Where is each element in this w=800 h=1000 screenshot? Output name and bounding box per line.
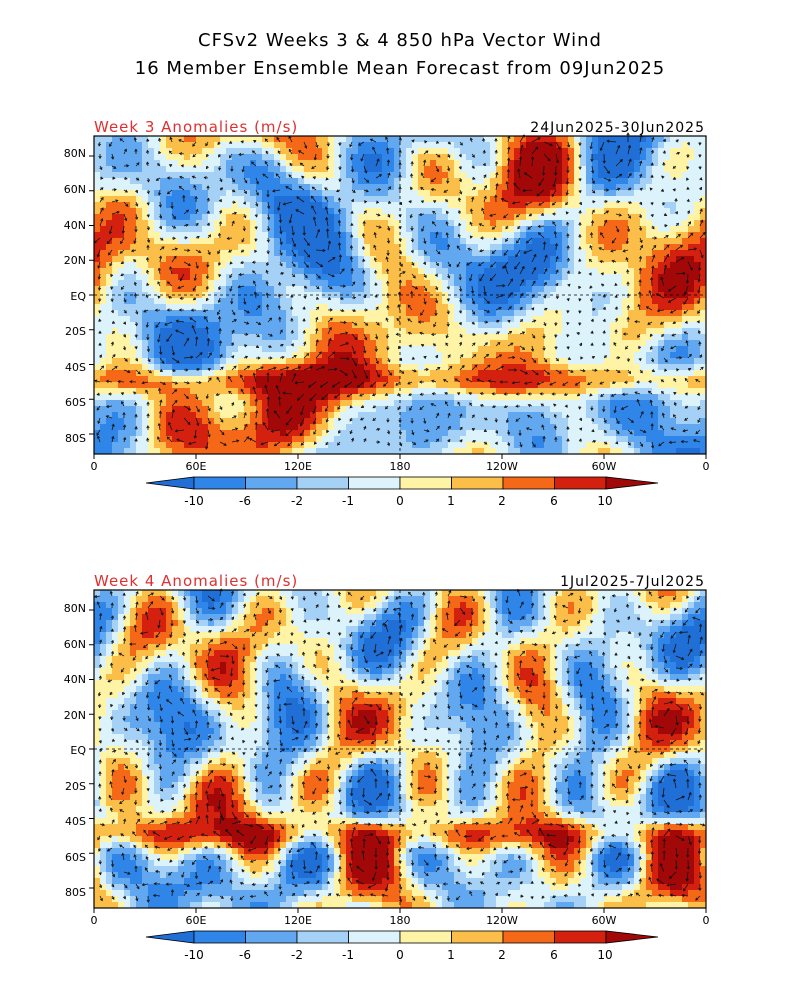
colorbar-1-swatch: [193, 476, 246, 490]
cb2-label-6: 6: [550, 948, 558, 962]
colorbar-2: [145, 930, 659, 944]
colorbar-2-swatch: [554, 930, 607, 944]
cb1-label-n2: -2: [291, 494, 303, 508]
panel-2-wind-vectors: [93, 588, 706, 903]
cb2-label-2: 2: [498, 948, 506, 962]
p1-lon-60w: 60W: [591, 460, 617, 473]
colorbar-1: [145, 476, 659, 490]
colorbar-1-max-arrow: [605, 476, 659, 490]
cb1-label-n1: -1: [342, 494, 354, 508]
colorbar-2-swatch: [245, 930, 298, 944]
colorbar-1-swatch: [245, 476, 298, 490]
cb2-label-10: 10: [597, 948, 613, 962]
p1-lat-eq: EQ: [70, 290, 86, 303]
colorbar-1-min-arrow: [145, 476, 195, 490]
panel-2-map: [89, 588, 707, 913]
p1-lon-0-end: 0: [702, 460, 710, 473]
p1-lat-40n: 40N: [63, 219, 86, 232]
colorbar-2-swatch: [502, 930, 555, 944]
colorbar-2-swatch: [348, 930, 401, 944]
panel-1-map: [89, 132, 707, 459]
p1-lat-20s: 20S: [65, 325, 86, 338]
p1-lat-80n: 80N: [63, 147, 86, 160]
cb1-label-n10: -10: [184, 494, 204, 508]
cb2-label-n1: -1: [342, 948, 354, 962]
cb1-label-n6: -6: [239, 494, 251, 508]
p2-lat-60s: 60S: [65, 851, 86, 864]
p2-lat-eq: EQ: [70, 744, 86, 757]
p2-lon-0-end: 0: [702, 914, 710, 927]
p1-lat-40s: 40S: [65, 361, 86, 374]
colorbar-2-swatch: [193, 930, 246, 944]
colorbar-2-swatch: [399, 930, 452, 944]
figure-subtitle: 16 Member Ensemble Mean Forecast from 09…: [134, 58, 666, 79]
cb1-label-2: 2: [498, 494, 506, 508]
p2-lon-120e: 120E: [284, 914, 312, 927]
p1-lon-120w: 120W: [486, 460, 518, 473]
cb2-label-0: 0: [396, 948, 404, 962]
p1-lon-120e: 120E: [284, 460, 312, 473]
colorbar-1-swatch: [348, 476, 401, 490]
p2-lat-80n: 80N: [63, 602, 86, 615]
colorbar-1-swatch: [451, 476, 504, 490]
p1-lon-60e: 60E: [185, 460, 207, 473]
week3-dates: 24Jun2025-30Jun2025: [530, 120, 705, 136]
p1-lat-20n: 20N: [63, 254, 86, 267]
cb2-label-n6: -6: [239, 948, 251, 962]
cb2-label-n10: -10: [184, 948, 204, 962]
p1-lat-60s: 60S: [65, 396, 86, 409]
colorbar-1-swatch: [502, 476, 555, 490]
cb2-label-1: 1: [447, 948, 455, 962]
cb1-label-0: 0: [396, 494, 404, 508]
p1-lon-180: 180: [389, 460, 411, 473]
cb1-label-1: 1: [447, 494, 455, 508]
colorbar-1-swatch: [399, 476, 452, 490]
p2-lat-40s: 40S: [65, 815, 86, 828]
p2-lon-0: 0: [90, 914, 98, 927]
colorbar-2-min-arrow: [145, 930, 195, 944]
p1-lon-0: 0: [90, 460, 98, 473]
p2-lon-60e: 60E: [185, 914, 207, 927]
p2-lon-180: 180: [389, 914, 411, 927]
panel-1-wind-vectors: [93, 132, 706, 450]
p2-lat-20n: 20N: [63, 709, 86, 722]
p2-lat-20s: 20S: [65, 780, 86, 793]
cb1-label-10: 10: [597, 494, 613, 508]
p2-lon-120w: 120W: [486, 914, 518, 927]
week3-title: Week 3 Anomalies (m/s): [94, 118, 299, 136]
p1-lat-60n: 60N: [63, 183, 86, 196]
p2-lat-80s: 80S: [65, 886, 86, 899]
colorbar-1-swatch: [554, 476, 607, 490]
week4-dates: 1Jul2025-7Jul2025: [560, 574, 705, 590]
p2-lon-60w: 60W: [591, 914, 617, 927]
p1-lat-80s: 80S: [65, 432, 86, 445]
week4-title: Week 4 Anomalies (m/s): [94, 572, 299, 590]
figure-title: CFSv2 Weeks 3 & 4 850 hPa Vector Wind: [198, 30, 602, 51]
p2-lat-60n: 60N: [63, 638, 86, 651]
p2-lat-40n: 40N: [63, 673, 86, 686]
colorbar-2-max-arrow: [605, 930, 659, 944]
colorbar-2-swatch: [451, 930, 504, 944]
cb2-label-n2: -2: [291, 948, 303, 962]
colorbar-1-swatch: [296, 476, 349, 490]
cb1-label-6: 6: [550, 494, 558, 508]
colorbar-2-swatch: [296, 930, 349, 944]
